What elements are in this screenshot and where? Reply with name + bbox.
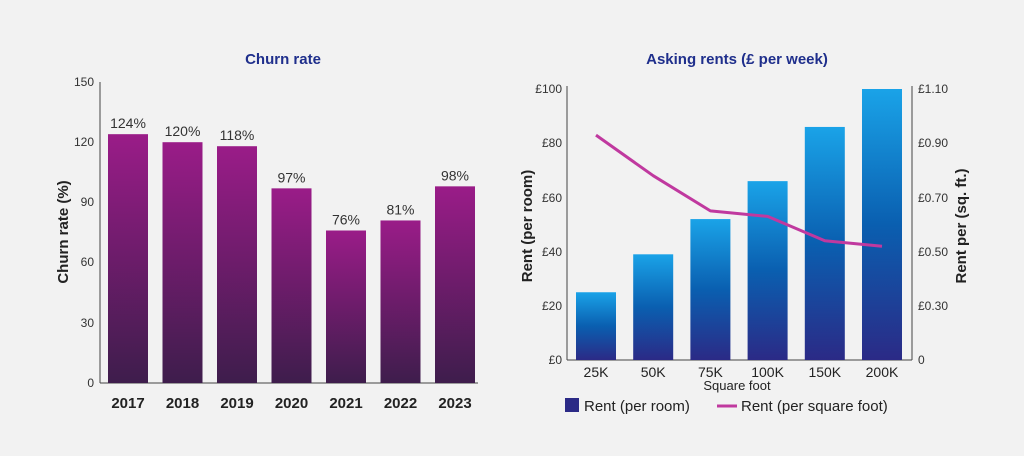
rent-right-tick: £0.30	[918, 299, 948, 313]
rent-bar-200K	[862, 89, 902, 360]
churn-category-label: 2017	[111, 395, 144, 412]
rent-category-label: 25K	[584, 364, 610, 380]
rent-left-tick: £20	[542, 299, 562, 313]
churn-chart: Churn rate Churn rate (%) 0 30 60 90 120…	[55, 51, 478, 412]
churn-data-label: 97%	[277, 169, 305, 185]
churn-bar-2017	[108, 134, 148, 383]
churn-y-tick: 0	[87, 376, 94, 390]
churn-category-label: 2020	[275, 395, 308, 412]
churn-bar-2022	[380, 220, 421, 383]
rent-right-axis-label: Rent per (sq. ft.)	[953, 168, 970, 283]
rent-left-tick: £40	[542, 245, 562, 259]
churn-bar-2018	[162, 142, 203, 383]
rent-chart: Asking rents (£ per week) Rent (per room…	[519, 51, 970, 415]
rent-left-axis-label: Rent (per room)	[519, 170, 536, 283]
churn-bar-2019	[217, 146, 257, 383]
churn-y-tick: 60	[81, 255, 95, 269]
rent-bar-25K	[576, 292, 616, 360]
rent-right-tick: £1.10	[918, 82, 948, 96]
rent-per-sqft-line	[595, 133, 883, 248]
rent-bar-50K	[633, 254, 674, 360]
legend-label-bar: Rent (per room)	[584, 398, 690, 415]
rent-bars: 25K 50K 75K 100K 150K 200K	[576, 89, 902, 380]
rent-legend: Rent (per room) Rent (per square foot)	[565, 398, 888, 415]
churn-data-label: 120%	[165, 123, 201, 139]
rent-bar-100K	[747, 181, 788, 360]
legend-swatch-bar	[565, 398, 579, 412]
rent-chart-title: Asking rents (£ per week)	[646, 51, 828, 68]
legend-label-line: Rent (per square foot)	[741, 398, 888, 415]
churn-data-label: 98%	[441, 167, 469, 183]
churn-bar-2020	[271, 188, 312, 383]
rent-category-label: 100K	[751, 364, 784, 380]
rent-right-tick: £0.50	[918, 245, 948, 259]
rent-right-tick: 0	[918, 353, 925, 367]
churn-y-tick: 90	[81, 195, 95, 209]
churn-data-label: 118%	[220, 127, 255, 143]
churn-y-tick: 30	[81, 316, 95, 330]
rent-right-tick: £0.70	[918, 191, 948, 205]
churn-category-label: 2021	[329, 395, 362, 412]
churn-y-axis-label: Churn rate (%)	[55, 180, 72, 283]
churn-category-label: 2018	[166, 395, 199, 412]
rent-category-label: 200K	[866, 364, 899, 380]
churn-chart-title: Churn rate	[245, 51, 321, 68]
rent-bar-75K	[690, 219, 731, 360]
churn-y-tick: 120	[74, 135, 94, 149]
churn-data-label: 76%	[332, 211, 360, 227]
churn-category-label: 2022	[384, 395, 417, 412]
rent-category-label: 150K	[808, 364, 841, 380]
churn-category-label: 2019	[220, 395, 253, 412]
churn-bar-2023	[435, 186, 475, 383]
churn-bars: 124% 2017 120% 2018 118% 2019 97% 2020 76% 2021 81…	[108, 115, 475, 412]
churn-category-label: 2023	[438, 395, 471, 412]
rent-left-tick: £80	[542, 136, 562, 150]
rent-left-tick: £60	[542, 191, 562, 205]
churn-y-tick: 150	[74, 75, 94, 89]
rent-left-tick: £0	[549, 353, 563, 367]
rent-left-tick: £100	[535, 82, 562, 96]
rent-category-label: 50K	[641, 364, 667, 380]
churn-data-label: 81%	[386, 201, 414, 217]
rent-right-tick: £0.90	[918, 136, 948, 150]
churn-data-label: 124%	[110, 115, 146, 131]
rent-x-axis-label: Square foot	[703, 378, 771, 393]
rent-category-label: 75K	[698, 364, 724, 380]
churn-bar-2021	[326, 230, 366, 383]
